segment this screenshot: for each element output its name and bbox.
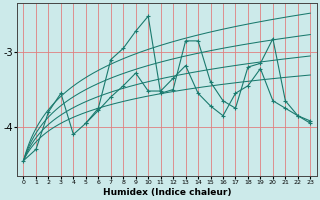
X-axis label: Humidex (Indice chaleur): Humidex (Indice chaleur) — [103, 188, 231, 197]
